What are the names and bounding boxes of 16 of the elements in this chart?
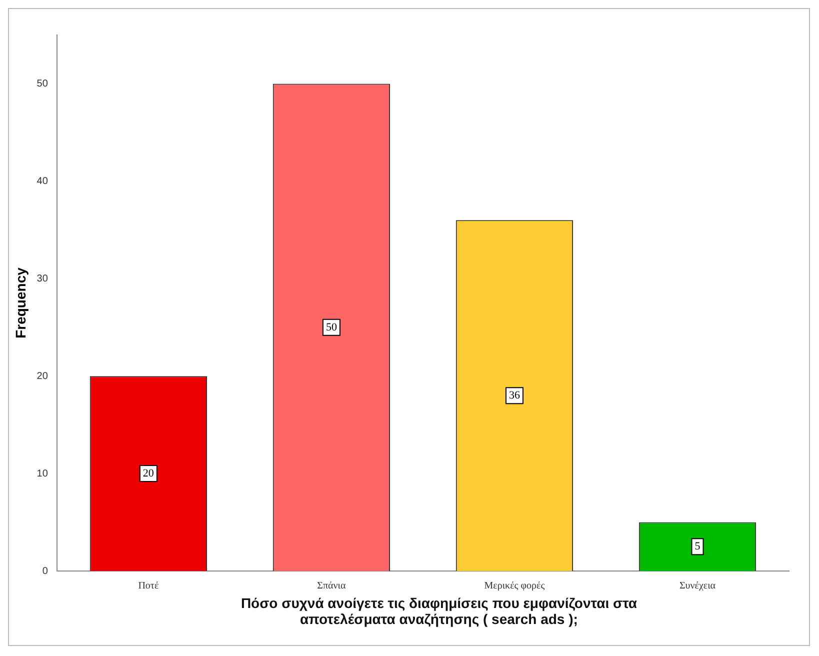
x-axis-title: Πόσο συχνά ανοίγετε τις διαφημίσεις που εμφανίζονται στα αποτελέσματα αναζήτησης ( search ads ); — [240, 595, 638, 627]
data-label: 5 — [694, 540, 701, 553]
y-tick-label: 20 — [36, 370, 48, 382]
x-tick-label: Μερικές φορές — [484, 580, 545, 592]
y-tick-label: 40 — [36, 176, 48, 187]
data-label: 20 — [142, 467, 154, 480]
x-tick-label: Συνέχεια — [679, 580, 716, 592]
y-axis-title: Frequency — [12, 267, 28, 338]
data-label: 36 — [508, 389, 520, 402]
x-tick-label: Ποτέ — [138, 580, 159, 592]
x-tick-label: Σπάνια — [317, 580, 346, 592]
y-tick-label: 0 — [42, 566, 48, 577]
y-tick-label: 10 — [36, 468, 48, 480]
y-tick-label: 30 — [36, 273, 48, 284]
y-tick-label: 50 — [36, 78, 48, 90]
data-label: 50 — [326, 321, 338, 334]
